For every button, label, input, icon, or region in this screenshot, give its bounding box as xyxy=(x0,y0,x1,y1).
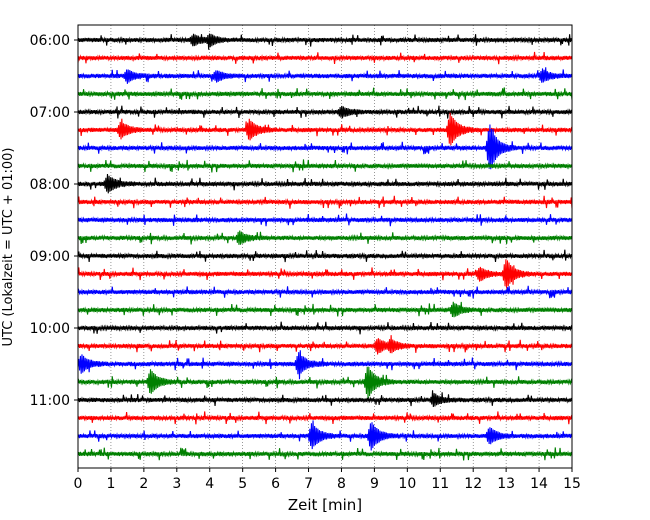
x-tick-label: 3 xyxy=(172,476,181,492)
x-tick-label: 2 xyxy=(139,476,148,492)
x-tick-label: 11 xyxy=(431,476,449,492)
y-tick-label: 11:00 xyxy=(30,393,70,409)
x-tick-label: 4 xyxy=(205,476,214,492)
seismic-trace xyxy=(77,447,573,461)
x-tick-label: 13 xyxy=(497,476,515,492)
seismic-trace xyxy=(77,366,573,399)
y-tick-label: 08:00 xyxy=(30,177,70,193)
x-tick-label: 12 xyxy=(464,476,482,492)
x-axis-label: Zeit [min] xyxy=(288,496,362,514)
seismic-trace xyxy=(77,390,573,407)
seismic-trace xyxy=(77,411,573,425)
seismic-trace xyxy=(77,159,573,173)
x-tick-label: 0 xyxy=(74,476,83,492)
x-tick-label: 10 xyxy=(398,476,416,492)
y-axis-ticks: 06:00 07:00 08:00 09:00 10:00 11:00 xyxy=(30,33,78,409)
seismic-trace xyxy=(77,33,573,50)
trace-layer xyxy=(77,33,573,461)
y-tick-label: 10:00 xyxy=(30,321,70,337)
seismic-trace xyxy=(77,51,573,65)
seismic-trace xyxy=(77,285,573,299)
seismic-trace xyxy=(77,174,573,194)
seismic-trace xyxy=(77,350,573,380)
seismic-trace xyxy=(77,213,573,227)
x-tick-label: 15 xyxy=(563,476,581,492)
seismic-trace xyxy=(77,124,573,170)
y-tick-label: 06:00 xyxy=(30,33,70,49)
vertical-grid xyxy=(110,25,540,468)
y-axis-label: UTC (Lokalzeit = UTC + 01:00) xyxy=(1,148,16,347)
seismic-trace xyxy=(77,259,573,289)
seismic-trace xyxy=(77,87,573,101)
x-tick-label: 1 xyxy=(106,476,115,492)
y-tick-label: 07:00 xyxy=(30,105,70,121)
x-tick-label: 8 xyxy=(337,476,346,492)
seismic-trace xyxy=(77,195,573,209)
plot-frame xyxy=(77,24,573,469)
seismic-trace xyxy=(77,335,573,355)
seismic-trace xyxy=(77,249,573,263)
seismic-trace xyxy=(77,321,573,335)
y-tick-label: 09:00 xyxy=(30,249,70,265)
seismic-trace xyxy=(77,420,573,451)
x-tick-label: 14 xyxy=(530,476,548,492)
x-tick-label: 7 xyxy=(304,476,313,492)
seismic-trace xyxy=(77,301,573,318)
seismic-trace xyxy=(77,230,573,245)
x-tick-label: 6 xyxy=(271,476,280,492)
x-tick-label: 5 xyxy=(238,476,247,492)
x-tick-label: 9 xyxy=(370,476,379,492)
seismic-trace xyxy=(77,105,573,119)
x-axis-ticks: 0 1 2 3 4 5 6 7 8 9 10 11 12 13 14 15 xyxy=(74,468,581,492)
seismic-trace xyxy=(77,67,573,84)
